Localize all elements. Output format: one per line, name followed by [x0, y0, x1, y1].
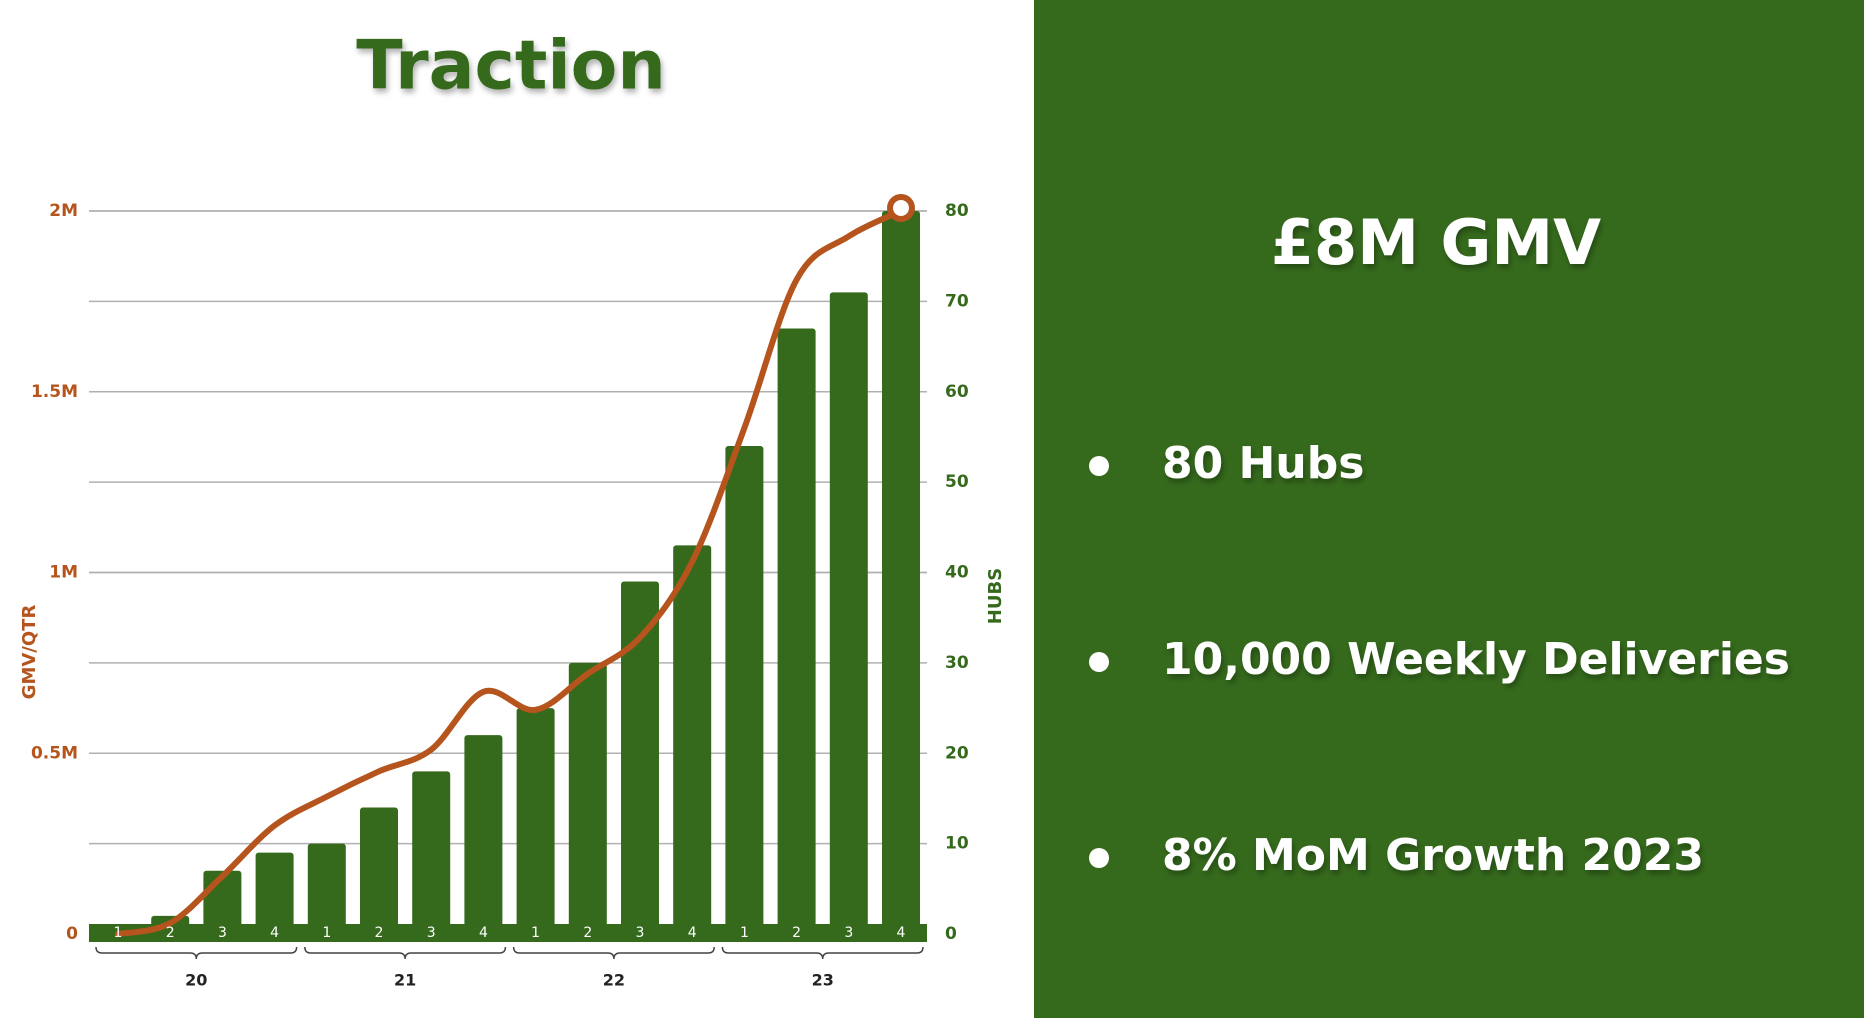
y2-tick-label: 0 [945, 924, 957, 944]
y-tick-label: 1M [49, 563, 78, 583]
bullet-dot [1089, 456, 1109, 476]
x-tick-label: 4 [897, 925, 906, 941]
bar [255, 852, 294, 942]
group-brace [304, 946, 507, 960]
bar [777, 328, 816, 942]
x-tick-label: 4 [688, 925, 697, 941]
bar [151, 915, 190, 942]
x-tick-label: 1 [322, 925, 331, 941]
chart-title: Traction [356, 27, 666, 106]
x-tick-label: 4 [479, 925, 488, 941]
x-tick-label: 3 [218, 925, 227, 941]
y2-tick-label: 50 [945, 472, 969, 492]
group-label: 21 [394, 971, 416, 990]
y2-tick-label: 40 [945, 563, 969, 583]
x-tick-label: 1 [531, 925, 540, 941]
y2-tick-label: 80 [945, 201, 969, 221]
y2-tick-label: 30 [945, 653, 969, 673]
y2-tick-label: 20 [945, 743, 969, 763]
bar [99, 934, 137, 942]
y-tick-label: 0 [66, 924, 78, 944]
y-tick-label: 1.5M [31, 382, 78, 402]
bar [516, 708, 555, 942]
x-tick-label: 2 [583, 925, 592, 941]
bullet-dot [1089, 848, 1109, 868]
group-label: 23 [812, 971, 834, 990]
bar [725, 445, 764, 942]
panel-bg [1034, 0, 1864, 1018]
x-tick-label: 1 [740, 925, 749, 941]
x-tick-label: 3 [636, 925, 645, 941]
group-brace [95, 946, 298, 960]
bar [829, 292, 868, 942]
x-tick-label: 2 [375, 925, 384, 941]
bar [568, 662, 607, 942]
line [115, 208, 904, 937]
y2-tick-label: 60 [945, 382, 969, 402]
bar [621, 581, 659, 942]
x-tick-label: 2 [792, 925, 801, 941]
end-marker [887, 194, 915, 222]
bar [882, 211, 920, 942]
bar [412, 771, 451, 942]
bar [673, 545, 712, 942]
y-axis-title: GMV/QTR [19, 605, 40, 700]
y-tick-label: 2M [49, 201, 78, 221]
bullet-text: 10,000 Weekly Deliveries [1162, 634, 1790, 685]
group-brace [512, 946, 715, 960]
group-label: 20 [185, 971, 207, 990]
bullet-text: 80 Hubs [1162, 438, 1364, 489]
y2-tick-label: 10 [945, 834, 969, 854]
baseline-strip [89, 924, 927, 942]
y2-axis-title: HUBS [985, 568, 1006, 624]
bullet-dot [1089, 652, 1109, 672]
x-tick-label: 2 [166, 925, 175, 941]
x-tick-label: 3 [427, 925, 436, 941]
bullet-list: 80 Hubs 10,000 Weekly Deliveries 8% MoM Gr… [1089, 438, 1790, 881]
y-tick-label: 0.5M [31, 743, 78, 763]
bar [464, 735, 503, 942]
bullet-text: 8% MoM Growth 2023 [1162, 830, 1704, 881]
group-brace [721, 946, 924, 960]
bar [360, 807, 398, 942]
panel-heading: £8M GMV [1271, 206, 1601, 279]
x-tick-label: 4 [270, 925, 279, 941]
bar [307, 843, 346, 942]
group-label: 22 [603, 971, 625, 990]
y2-tick-label: 70 [945, 291, 969, 311]
x-tick-label: 1 [114, 925, 123, 941]
x-tick-label: 3 [844, 925, 853, 941]
